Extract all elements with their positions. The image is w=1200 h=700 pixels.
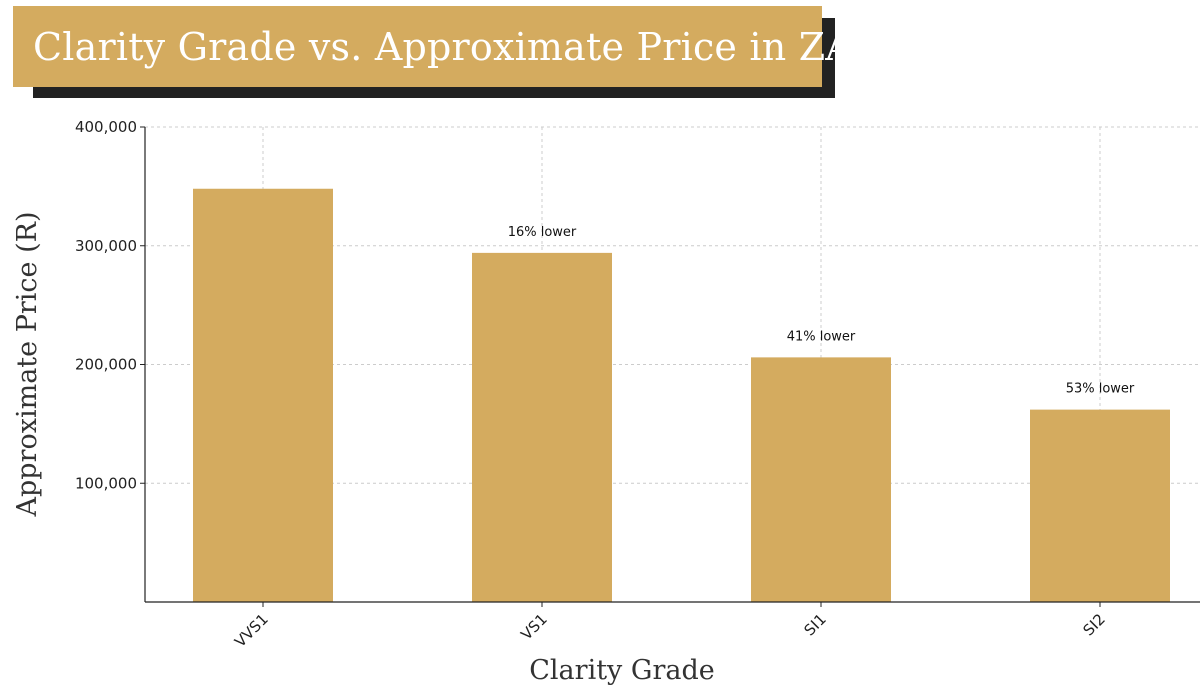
data-label-si2: 53% lower xyxy=(1066,382,1135,397)
y-tick-label-3: 400,000 xyxy=(75,118,137,136)
x-tick-label-vs1: VS1 xyxy=(517,610,550,643)
data-label-si1: 41% lower xyxy=(787,329,856,344)
chart-title: Clarity Grade vs. Approximate Price in Z… xyxy=(33,24,882,69)
x-tick-label-si1: SI1 xyxy=(800,610,829,639)
bar-vvs1 xyxy=(193,188,333,602)
data-label-vs1: 16% lower xyxy=(508,225,577,240)
x-tick-label-si2: SI2 xyxy=(1079,610,1108,639)
y-tick-label-1: 200,000 xyxy=(75,356,137,374)
y-tick-labels: 100,000 200,000 300,000 400,000 xyxy=(75,118,145,492)
title-box: Clarity Grade vs. Approximate Price in Z… xyxy=(13,6,882,87)
bar-vs1 xyxy=(472,252,612,602)
y-tick-label-2: 300,000 xyxy=(75,237,137,255)
x-tick-labels: VVS1 VS1 SI1 SI2 xyxy=(231,602,1109,651)
bars xyxy=(193,188,1170,602)
y-tick-label-0: 100,000 xyxy=(75,474,137,492)
bar-si2 xyxy=(1030,409,1170,602)
bar-si1 xyxy=(751,357,891,602)
data-labels: 16% lower 41% lower 53% lower xyxy=(508,225,1135,397)
x-axis-title: Clarity Grade xyxy=(529,655,714,686)
x-tick-label-vvs1: VVS1 xyxy=(231,610,272,651)
y-axis-title: Approximate Price (R) xyxy=(12,212,43,518)
